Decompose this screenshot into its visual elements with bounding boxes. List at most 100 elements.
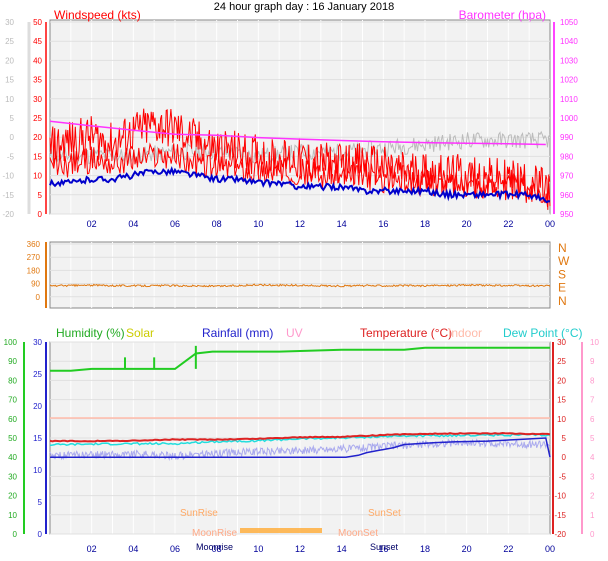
humidity-legend: Humidity (%) bbox=[56, 326, 125, 340]
direction-tick-label: 0 bbox=[36, 293, 41, 302]
humidity-tick-label: 50 bbox=[8, 434, 17, 443]
humidity-series-line bbox=[50, 346, 550, 372]
humidity-tick-label: 60 bbox=[8, 415, 17, 424]
x-tick-label: 04 bbox=[128, 544, 138, 554]
wind-alt-tick-label: 20 bbox=[5, 56, 14, 65]
rainfall-series-line bbox=[50, 437, 551, 458]
humidity-tick-label: 30 bbox=[8, 472, 17, 481]
x-tick-label: 12 bbox=[295, 219, 305, 229]
wind-tick-label: 50 bbox=[33, 18, 42, 27]
direction-tick-label: 270 bbox=[27, 253, 41, 262]
uv-tick-label: 7 bbox=[590, 396, 595, 405]
barometer-axis-label: Barometer (hpa) bbox=[459, 8, 546, 22]
wind-tick-label: 20 bbox=[33, 133, 42, 142]
baro-tick-label: 990 bbox=[560, 133, 574, 142]
x-tick-label: 08 bbox=[212, 219, 222, 229]
temperature-tick-label: 20 bbox=[557, 376, 566, 385]
uv-legend: UV bbox=[286, 326, 303, 340]
x-tick-label: 14 bbox=[337, 219, 347, 229]
rain-tick-label: 5 bbox=[38, 498, 43, 507]
temperature-tick-label: 30 bbox=[557, 338, 566, 347]
wind-alt-tick-label: -5 bbox=[7, 152, 15, 161]
x-tick-label: 06 bbox=[170, 219, 180, 229]
wind-alt-tick-label: 30 bbox=[5, 18, 14, 27]
uv-tick-label: 5 bbox=[590, 434, 595, 443]
baro-tick-label: 980 bbox=[560, 152, 574, 161]
wind-alt-tick-label: -10 bbox=[2, 172, 14, 181]
compass-tick-label: W bbox=[558, 254, 570, 268]
baro-tick-label: 960 bbox=[560, 191, 574, 200]
uv-tick-label: 9 bbox=[590, 357, 595, 366]
x-tick-label: 06 bbox=[170, 544, 180, 554]
humidity-tick-label: 0 bbox=[13, 530, 18, 539]
uv-tick-label: 4 bbox=[590, 453, 595, 462]
sunrise-label: SunRise bbox=[180, 508, 218, 519]
wind-alt-tick-label: -15 bbox=[2, 191, 14, 200]
wind-alt-tick-label: 0 bbox=[10, 133, 15, 142]
wind-series bbox=[49, 108, 551, 210]
wind-tick-label: 10 bbox=[33, 172, 42, 181]
panel-wind-baro: Windspeed (kts) Barometer (hpa) 50 30 1050… bbox=[2, 8, 578, 229]
x-tick-label: 08 bbox=[212, 544, 222, 554]
humidity-tick-label: 90 bbox=[8, 357, 17, 366]
rainfall-legend: Rainfall (mm) bbox=[202, 326, 273, 340]
windspeed-axis-label: Windspeed (kts) bbox=[54, 8, 141, 22]
x-tick-label: 00 bbox=[545, 219, 555, 229]
wind-tick-label: 35 bbox=[33, 76, 42, 85]
uv-tick-label: 6 bbox=[590, 415, 595, 424]
x-tick-label: 02 bbox=[87, 219, 97, 229]
temperature-tick-label: -10 bbox=[554, 492, 566, 501]
wind-tick-label: 15 bbox=[33, 152, 42, 161]
solar-legend: Solar bbox=[126, 326, 154, 340]
direction-tick-label: 180 bbox=[27, 266, 41, 275]
x-tick-label: 18 bbox=[420, 544, 430, 554]
humidity-tick-label: 100 bbox=[4, 338, 18, 347]
direction-series-line bbox=[49, 283, 551, 288]
baro-tick-label: 1030 bbox=[560, 56, 578, 65]
humidity-tick-label: 80 bbox=[8, 376, 17, 385]
x-tick-label: 02 bbox=[87, 544, 97, 554]
uv-tick-label: 10 bbox=[590, 338, 599, 347]
sunset-axis-label: Sunset bbox=[370, 542, 399, 552]
moonrise-axis-label: Moonrise bbox=[196, 542, 233, 552]
compass-tick-label: N bbox=[558, 241, 567, 255]
x-tick-label: 00 bbox=[545, 544, 555, 554]
wind-alt-tick-label: -20 bbox=[2, 210, 14, 219]
baro-tick-label: 1040 bbox=[560, 37, 578, 46]
humidity-tick-label: 20 bbox=[8, 492, 17, 501]
wind-tick-label: 0 bbox=[38, 210, 43, 219]
uv-tick-label: 1 bbox=[590, 511, 595, 520]
x-tick-label: 20 bbox=[462, 219, 472, 229]
solar-fill bbox=[240, 528, 322, 533]
temperature-tick-label: -20 bbox=[554, 530, 566, 539]
baro-tick-label: 1020 bbox=[560, 76, 578, 85]
wind-alt-tick-label: 10 bbox=[5, 95, 14, 104]
moonrise-label: MoonRise bbox=[192, 528, 237, 539]
baro-tick-label: 1010 bbox=[560, 95, 578, 104]
direction-tick-label: 90 bbox=[31, 280, 40, 289]
gust-series-line bbox=[49, 108, 551, 210]
x-tick-label: 18 bbox=[420, 219, 430, 229]
x-tick-label: 20 bbox=[462, 544, 472, 554]
temperature-tick-label: 0 bbox=[562, 453, 567, 462]
wind-tick-label: 25 bbox=[33, 114, 42, 123]
baro-tick-label: 1050 bbox=[560, 18, 578, 27]
rain-tick-label: 15 bbox=[33, 434, 42, 443]
chart-title: 24 hour graph day : 16 January 2018 bbox=[214, 1, 394, 13]
temperature-tick-label: 5 bbox=[562, 434, 567, 443]
uv-tick-label: 0 bbox=[590, 530, 595, 539]
dewpoint-series-line bbox=[49, 433, 551, 447]
wind-tick-label: 40 bbox=[33, 56, 42, 65]
direction-tick-label: 360 bbox=[27, 240, 41, 249]
temperature-series-line bbox=[49, 431, 551, 443]
x-tick-label: 10 bbox=[253, 219, 263, 229]
wind-alt-tick-label: 15 bbox=[5, 76, 14, 85]
x-tick-label: 04 bbox=[128, 219, 138, 229]
humidity-tick-label: 70 bbox=[8, 396, 17, 405]
panel-temp-hum: Humidity (%) Solar Rainfall (mm) UV Temp… bbox=[4, 326, 600, 554]
compass-tick-label: S bbox=[558, 267, 566, 281]
